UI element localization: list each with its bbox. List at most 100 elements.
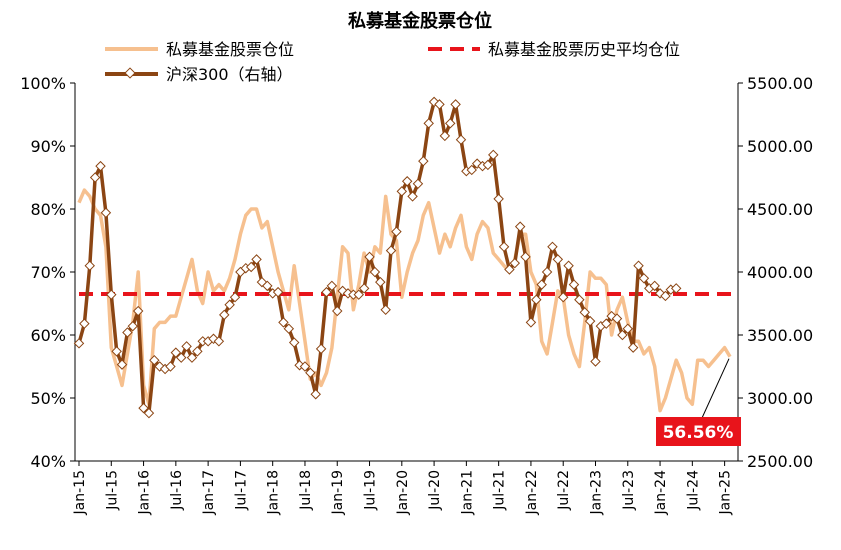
x-tick-label: Jul-22 xyxy=(556,470,572,511)
hs300-point xyxy=(321,286,332,298)
hs300-point xyxy=(557,291,569,303)
hs300-point xyxy=(568,279,580,290)
hs300-point xyxy=(89,172,101,183)
hs300-point xyxy=(601,318,612,329)
hs300-point xyxy=(358,283,370,294)
hs300-point xyxy=(622,323,634,334)
plot-area xyxy=(73,96,734,419)
hs300-point xyxy=(197,336,208,347)
x-tick-label: Jan-24 xyxy=(653,470,669,516)
hs300-point xyxy=(579,307,590,318)
hs300-point xyxy=(670,283,682,294)
legend-marker-hs300 xyxy=(124,67,136,79)
hs300-point xyxy=(192,346,203,357)
x-tick-label: Jan-21 xyxy=(459,470,475,515)
x-tick-label: Jul-18 xyxy=(298,470,314,511)
hs300-point xyxy=(611,313,623,324)
hs300-point xyxy=(332,305,343,317)
hs300-point xyxy=(175,352,187,363)
hs300-point xyxy=(170,347,182,358)
hs300-point xyxy=(283,323,295,334)
hs300-point xyxy=(224,299,235,310)
annotation-leader xyxy=(701,358,730,419)
hs300-point xyxy=(100,207,112,219)
hs300-point xyxy=(95,160,106,172)
hs300-point xyxy=(364,251,375,263)
x-tick-label: Jan-19 xyxy=(330,470,346,515)
hs300-point xyxy=(106,289,117,300)
hs300-point xyxy=(525,317,537,328)
annotation: 56.56% xyxy=(656,358,741,446)
hs300-point xyxy=(439,130,451,142)
y-right-tick-label: 4000.00 xyxy=(747,263,813,282)
x-tick-label: Jul-20 xyxy=(427,470,443,511)
x-tick-label: Jul-17 xyxy=(233,470,249,511)
hs300-point xyxy=(531,294,542,305)
x-tick-label: Jan-18 xyxy=(266,470,282,515)
legend-label-position: 私募基金股票仓位 xyxy=(166,40,294,59)
hs300-point xyxy=(73,338,85,349)
y-right-tick-label: 3000.00 xyxy=(747,389,813,408)
x-axis-ticks: Jan-15 Jul-15 Jan-16 Jul-16 Jan-17 Jul-17 Jan-… xyxy=(72,461,734,515)
hs300-point xyxy=(315,343,327,355)
hs300-point xyxy=(348,289,359,300)
x-tick-label: Jan-17 xyxy=(201,470,217,515)
x-tick-label: Jan-16 xyxy=(137,470,153,516)
hs300-point xyxy=(423,118,434,129)
hs300-point xyxy=(165,361,176,372)
y-left-tick-label: 80% xyxy=(30,200,66,219)
x-tick-label: Jan-15 xyxy=(72,470,88,515)
hs300-point xyxy=(660,290,671,302)
y-left-tick-label: 60% xyxy=(30,326,66,345)
hs300-point xyxy=(143,407,155,419)
y-left-tick-label: 50% xyxy=(30,389,66,408)
hs300-point xyxy=(380,304,391,316)
hs300-point xyxy=(633,260,644,271)
hs300-point xyxy=(493,193,504,205)
hs300-point xyxy=(396,186,408,197)
hs300-point xyxy=(127,320,139,332)
y-left-tick-label: 70% xyxy=(30,263,66,282)
y-right-tick-label: 3500.00 xyxy=(747,326,813,345)
legend-label-hs300: 沪深300（右轴） xyxy=(166,65,293,84)
y-left-tick-label: 100% xyxy=(20,74,66,93)
hs300-point xyxy=(116,359,128,370)
x-tick-label: Jul-23 xyxy=(621,470,637,511)
hs300-point xyxy=(444,118,456,129)
hs300-point xyxy=(272,286,284,298)
hs300-point xyxy=(375,276,386,288)
hs300-point xyxy=(547,241,558,253)
hs300-point xyxy=(563,260,574,271)
hs300-point xyxy=(574,294,585,305)
hs300-point xyxy=(262,280,273,292)
hs300-point xyxy=(310,388,321,400)
x-tick-label: Jul-15 xyxy=(104,470,120,511)
y-right-tick-label: 5500.00 xyxy=(747,74,813,93)
hs300-point xyxy=(412,178,424,190)
hs300-point xyxy=(278,317,289,328)
x-tick-label: Jan-23 xyxy=(588,470,604,515)
hs300-point xyxy=(536,279,547,290)
hs300-point xyxy=(466,164,477,176)
legend: 私募基金股票仓位 私募基金股票历史平均仓位 沪深300（右轴） xyxy=(105,40,680,84)
hs300-point xyxy=(407,191,418,202)
y-right-tick-label: 4500.00 xyxy=(747,200,813,219)
hs300-point xyxy=(111,346,122,357)
legend-label-average: 私募基金股票历史平均仓位 xyxy=(488,40,680,59)
hs300-point xyxy=(450,99,461,110)
annotation-box xyxy=(656,417,741,446)
y-axis-right-ticks: 5500.00 5000.00 4500.00 4000.00 3500.00 3000.… xyxy=(738,74,813,471)
x-tick-label: Jan-25 xyxy=(718,470,734,515)
hs300-point xyxy=(353,289,365,300)
hs300-point xyxy=(186,352,198,363)
hs300-point xyxy=(288,337,300,348)
chart-title: 私募基金股票仓位 xyxy=(348,10,492,32)
y-right-tick-label: 2500.00 xyxy=(747,452,813,471)
hs300-point xyxy=(326,280,338,292)
hs300-point xyxy=(149,354,160,366)
hs300-point xyxy=(401,176,413,187)
hs300-point xyxy=(627,342,639,353)
hs300-point xyxy=(251,254,262,265)
hs300-point xyxy=(649,280,660,292)
hs300-point xyxy=(552,254,564,265)
